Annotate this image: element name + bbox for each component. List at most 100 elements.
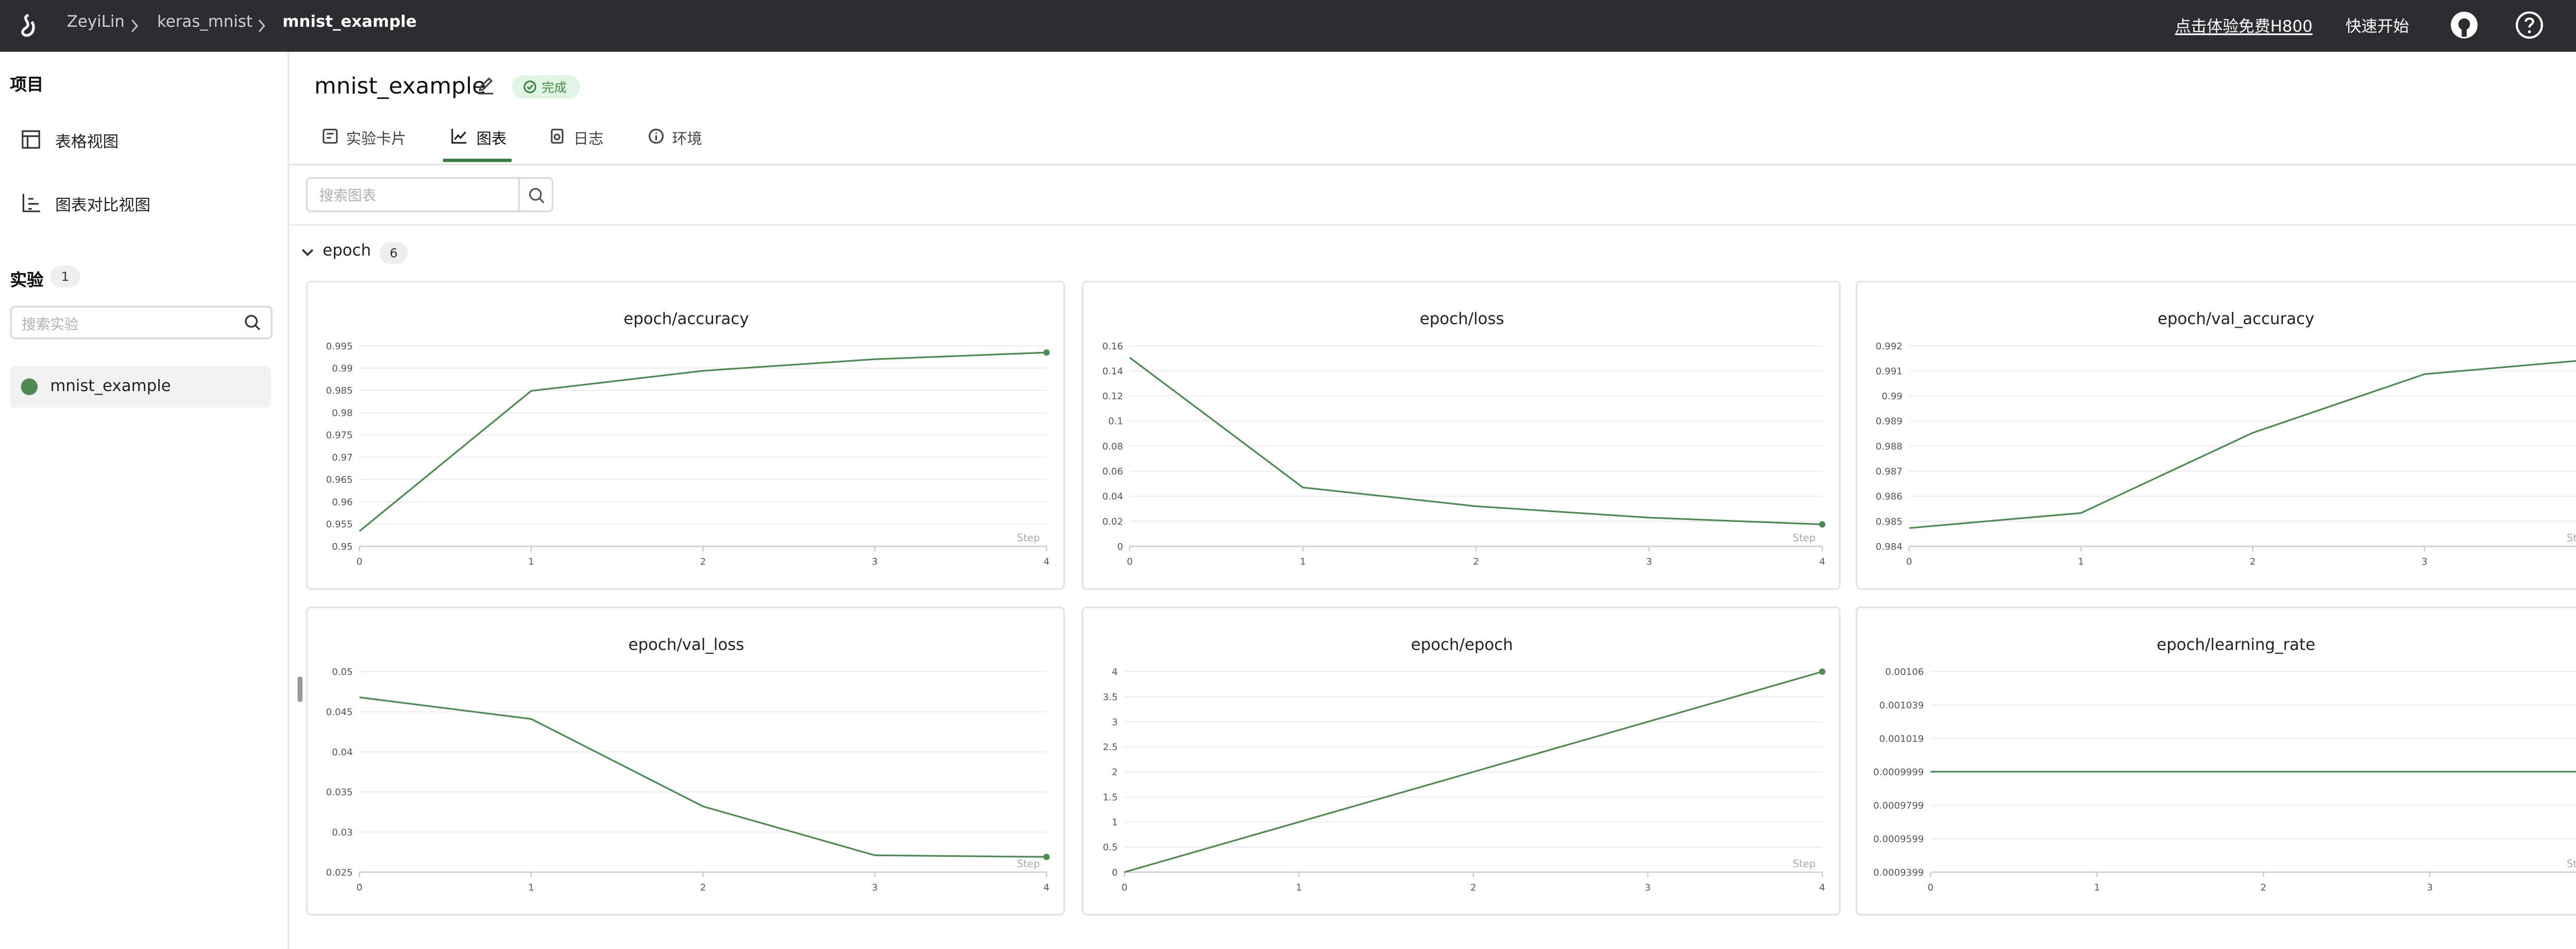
- chart: epoch/accuracy 0.95 0.955 0.96 0.965 0.97 0.97…: [326, 310, 1050, 567]
- y-tick-label: 0.965: [326, 474, 353, 485]
- nav-table-view[interactable]: 表格视图: [55, 133, 119, 152]
- nav-compare-view[interactable]: 图表对比视图: [55, 197, 151, 216]
- edit-icon[interactable]: [477, 77, 495, 95]
- last-point: [1043, 854, 1050, 860]
- x-tick-label: 2: [1473, 556, 1479, 567]
- y-tick-label: 0.96: [332, 497, 352, 507]
- chart-card: epoch/epoch 0 0.5 1 1.5 2 2.5 3 3.5 4 0 1 2 3 4 Step: [1081, 606, 1841, 916]
- y-tick-label: 0.14: [1102, 366, 1123, 377]
- tab[interactable]: 实验卡片: [346, 132, 406, 149]
- experiments-title: 实验: [10, 272, 44, 291]
- y-tick-label: 0.03: [332, 827, 352, 838]
- tab[interactable]: 环境: [672, 132, 702, 149]
- y-tick-label: 0.988: [1876, 441, 1903, 452]
- series-line: [359, 696, 1047, 858]
- y-tick-label: 0.985: [326, 385, 353, 396]
- quickstart-link[interactable]: 快速开始: [2345, 18, 2409, 37]
- chart: epoch/learning_rate 0.0009399 0.0009599 0.0…: [1873, 636, 2576, 893]
- status-text: 完成: [541, 80, 567, 95]
- y-tick-label: 3.5: [1103, 692, 1118, 703]
- x-tick-label: 1: [2078, 556, 2084, 567]
- x-axis-label: Step: [1793, 858, 1816, 870]
- y-tick-label: 0.0009799: [1873, 801, 1924, 811]
- chart: epoch/val_loss 0.025 0.03 0.035 0.04 0.045 0.0…: [326, 636, 1050, 893]
- search-button[interactable]: [518, 177, 554, 212]
- x-axis-label: Step: [1793, 532, 1816, 544]
- y-tick-label: 0.06: [1102, 466, 1123, 477]
- y-tick-label: 3: [1112, 717, 1118, 727]
- search-icon: [529, 188, 545, 204]
- experiment-color: [21, 378, 38, 395]
- series-line: [1124, 671, 1823, 873]
- x-tick-label: 3: [1645, 883, 1651, 893]
- collapse-icon[interactable]: [301, 246, 314, 259]
- x-tick-label: 0: [1122, 883, 1128, 893]
- series-line: [1909, 360, 2576, 529]
- y-tick-label: 0.984: [1876, 541, 1903, 552]
- chart-title: epoch/learning_rate: [2157, 636, 2315, 654]
- github-icon[interactable]: [2449, 10, 2479, 40]
- x-tick-label: 1: [1300, 556, 1306, 567]
- y-tick-label: 0.04: [1102, 492, 1123, 502]
- chart-title: epoch/loss: [1420, 310, 1504, 328]
- y-tick-label: 1: [1112, 817, 1118, 828]
- chart-search[interactable]: 搜索图表: [306, 177, 520, 212]
- y-tick-label: 0.99: [1882, 391, 1902, 402]
- search-placeholder: 搜索实验: [22, 317, 79, 334]
- chart-card: epoch/accuracy 0.95 0.955 0.96 0.965 0.97 0.97…: [306, 280, 1065, 590]
- x-tick-label: 3: [2427, 883, 2433, 893]
- chart-title: epoch/val_loss: [629, 636, 744, 654]
- last-point: [1043, 349, 1050, 356]
- y-tick-label: 0.025: [326, 867, 353, 878]
- chart: epoch/epoch 0 0.5 1 1.5 2 2.5 3 3.5 4 0 1 2 3 4 Step: [1103, 636, 1826, 893]
- y-tick-label: 0.98: [332, 408, 352, 419]
- y-tick-label: 0.99: [332, 363, 352, 374]
- chart-card: epoch/loss 0 0.02 0.04 0.06 0.08 0.1 0.12 0.14 0.…: [1081, 280, 1841, 590]
- breadcrumb-item[interactable]: keras_mnist: [157, 13, 253, 32]
- x-tick-label: 0: [1127, 556, 1133, 567]
- chart-card: epoch/val_loss 0.025 0.03 0.035 0.04 0.045 0.0…: [306, 606, 1065, 916]
- y-tick-label: 0.95: [332, 541, 352, 552]
- tab-active[interactable]: 图表: [476, 132, 507, 149]
- chart: epoch/val_accuracy 0.984 0.985 0.986 0.987 0.…: [1876, 310, 2576, 567]
- y-tick-label: 0.985: [1876, 516, 1903, 527]
- x-tick-label: 2: [2260, 883, 2266, 893]
- breadcrumb-item[interactable]: ZeyiLin: [66, 13, 125, 32]
- y-tick-label: 0.05: [332, 667, 352, 677]
- experiment-search[interactable]: 搜索实验: [10, 306, 273, 340]
- x-tick-label: 1: [528, 556, 534, 567]
- x-tick-label: 4: [1819, 883, 1825, 893]
- table-icon: [22, 130, 40, 149]
- help-icon[interactable]: [2514, 10, 2544, 40]
- x-tick-label: 2: [700, 883, 706, 893]
- search-placeholder: 搜索图表: [319, 189, 377, 206]
- y-tick-label: 0.00106: [1885, 667, 1924, 677]
- y-tick-label: 0.955: [326, 519, 353, 530]
- y-tick-label: 2.5: [1103, 742, 1118, 753]
- x-tick-label: 0: [1927, 883, 1934, 893]
- y-tick-label: 0.08: [1102, 441, 1123, 452]
- promo-link[interactable]: 点击体验免费H800: [2175, 18, 2313, 37]
- experiments-count: 1: [50, 265, 80, 287]
- y-tick-label: 0.995: [326, 341, 353, 352]
- y-tick-label: 0.5: [1103, 842, 1118, 853]
- last-point: [1819, 668, 1826, 675]
- group-name[interactable]: epoch: [323, 242, 371, 261]
- x-tick-label: 1: [528, 883, 534, 893]
- x-tick-label: 3: [2421, 556, 2428, 567]
- section-title: 项目: [10, 77, 44, 95]
- experiment-item[interactable]: mnist_example: [10, 366, 271, 408]
- resize-handle[interactable]: [297, 676, 303, 702]
- tab-indicator: [443, 159, 512, 162]
- x-tick-label: 4: [1044, 556, 1050, 567]
- chart-title: epoch/accuracy: [623, 310, 749, 328]
- x-tick-label: 3: [872, 556, 878, 567]
- top-bar: ZeyiLin keras_mnist mnist_example 点击体验免费…: [0, 0, 2576, 52]
- series-line: [1129, 357, 1823, 526]
- experiment-name: mnist_example: [50, 377, 171, 396]
- x-tick-label: 1: [2094, 883, 2100, 893]
- tab[interactable]: 日志: [573, 132, 604, 149]
- y-tick-label: 1.5: [1103, 792, 1118, 803]
